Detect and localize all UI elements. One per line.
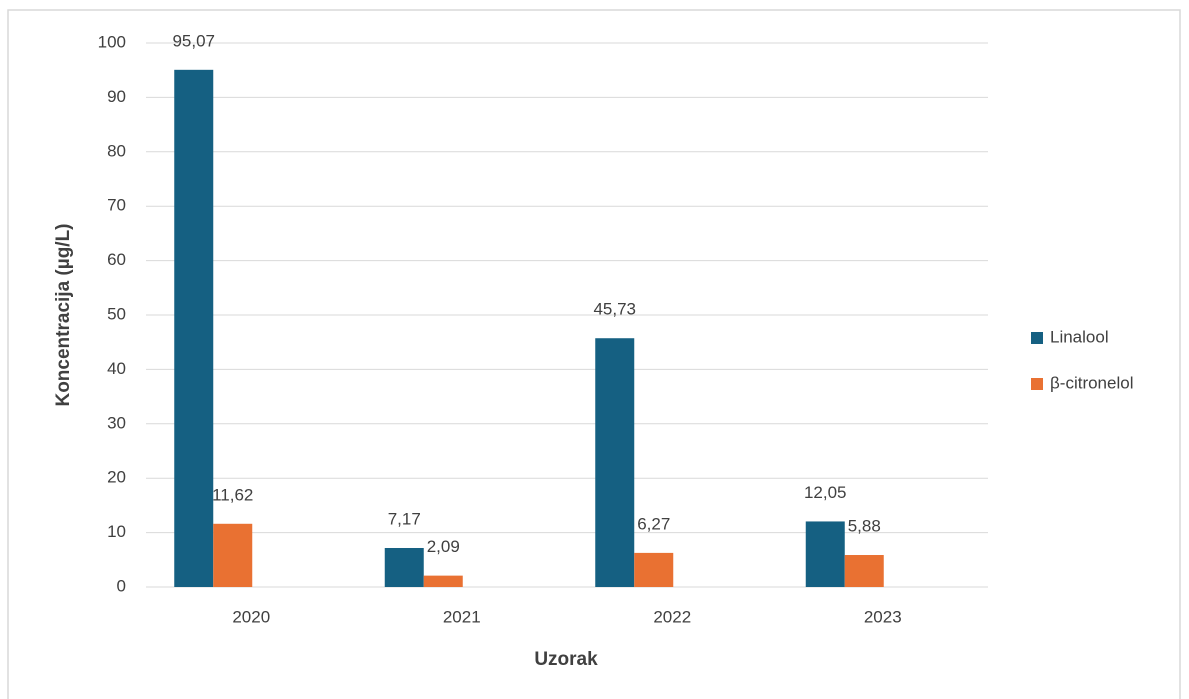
bar: [384, 547, 424, 587]
y-axis-title: Koncentracija (µg/L): [53, 223, 74, 406]
data-label: 6,27: [637, 514, 670, 533]
bar: [174, 69, 214, 587]
legend-swatch: [1031, 332, 1043, 344]
data-label: 45,73: [593, 300, 636, 319]
bar: [844, 555, 884, 587]
y-tick-label: 50: [107, 304, 126, 323]
bar: [634, 552, 674, 587]
x-tick-label: 2020: [232, 607, 270, 626]
data-label: 12,05: [804, 483, 847, 502]
y-tick-label: 70: [107, 196, 126, 215]
legend-swatch: [1031, 378, 1043, 390]
y-tick-label: 0: [117, 576, 126, 595]
y-tick-label: 40: [107, 359, 126, 378]
legend-label: Linalool: [1050, 327, 1109, 346]
y-tick-label: 20: [107, 468, 126, 487]
y-tick-label: 30: [107, 413, 126, 432]
x-tick-label: 2023: [864, 607, 902, 626]
x-tick-label: 2021: [443, 607, 481, 626]
bar: [805, 521, 845, 587]
x-axis-title: Uzorak: [534, 649, 598, 670]
bar: [423, 575, 463, 587]
y-tick-label: 10: [107, 522, 126, 541]
bar: [595, 338, 635, 587]
legend-label: β-citronelol: [1050, 373, 1133, 392]
y-tick-label: 80: [107, 141, 126, 160]
y-tick-label: 60: [107, 250, 126, 269]
data-label: 95,07: [172, 31, 215, 50]
data-label: 7,17: [388, 509, 421, 528]
y-tick-label: 100: [98, 32, 126, 51]
y-tick-label: 90: [107, 87, 126, 106]
data-label: 11,62: [212, 485, 253, 504]
x-tick-label: 2022: [653, 607, 691, 626]
data-label: 2,09: [427, 537, 460, 556]
data-label: 5,88: [848, 516, 881, 535]
bar: [213, 523, 253, 587]
